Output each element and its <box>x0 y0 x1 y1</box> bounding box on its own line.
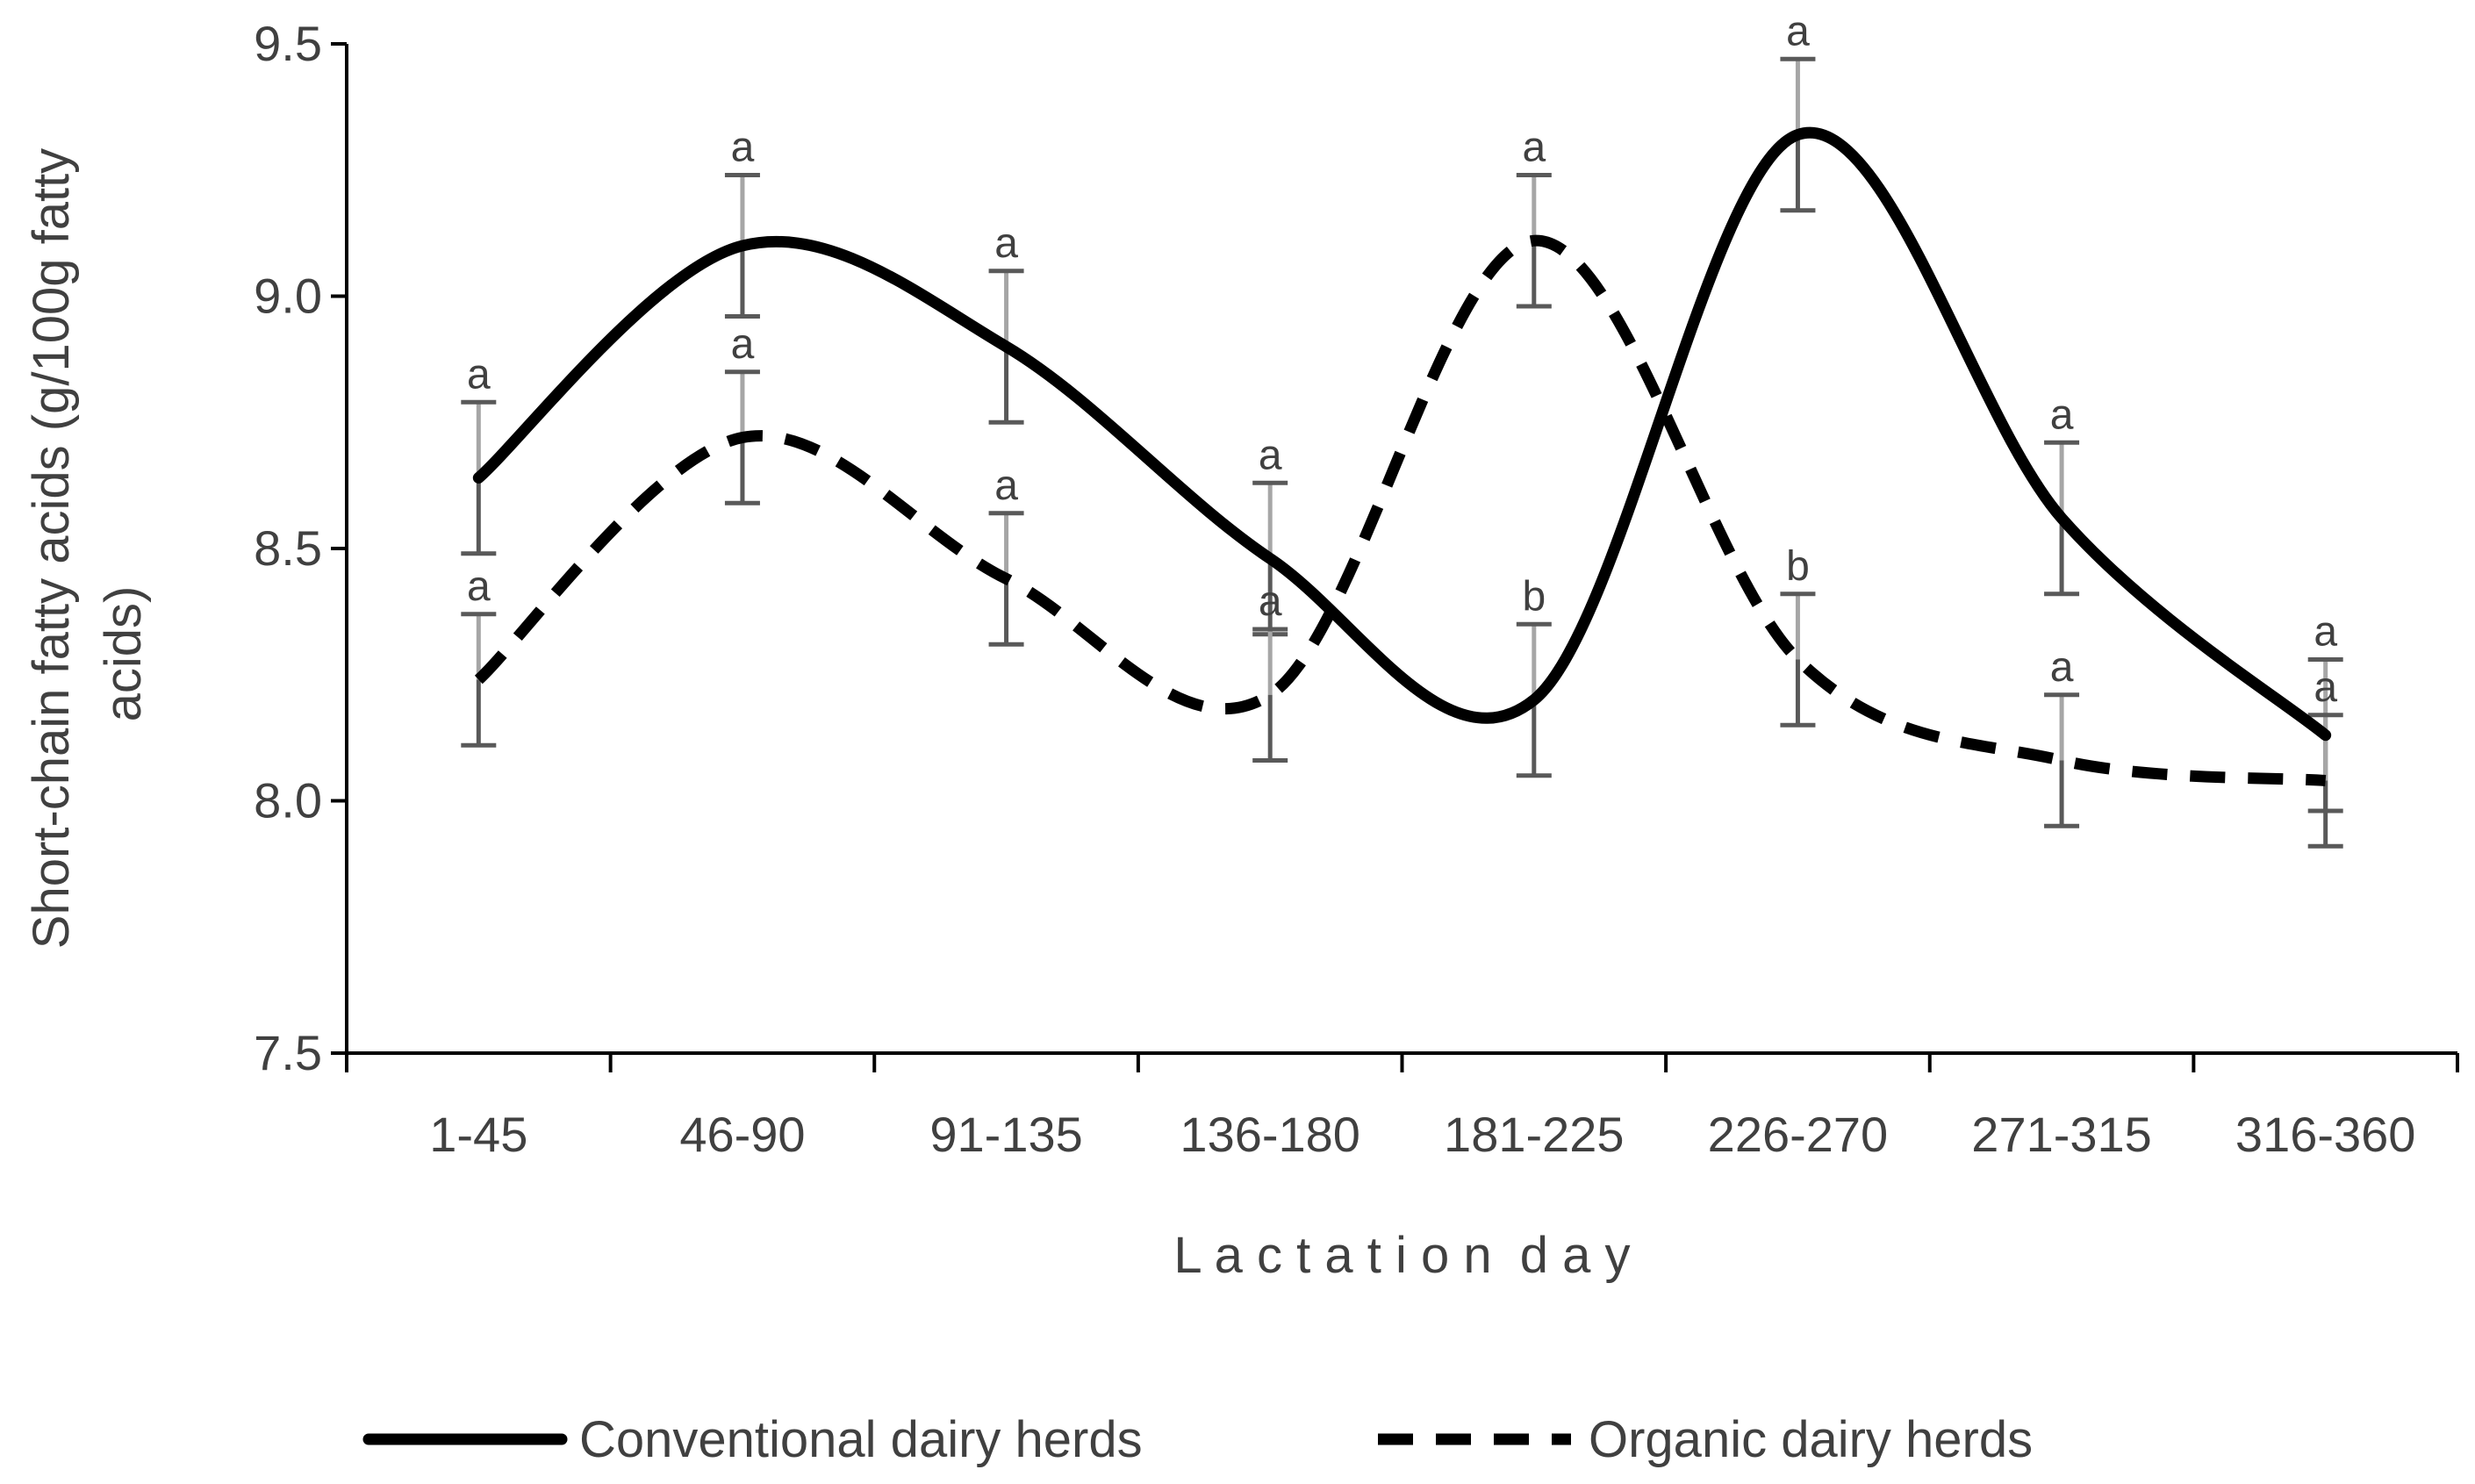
significance-label: a <box>1259 578 1282 625</box>
x-tick-label: 91-135 <box>929 1107 1082 1162</box>
significance-label: b <box>1522 573 1546 620</box>
significance-label: a <box>2050 644 2074 691</box>
x-tick-label: 226-270 <box>1708 1107 1889 1162</box>
series-lines <box>472 126 2332 786</box>
x-tick-label: 136-180 <box>1180 1107 1360 1162</box>
significance-label: a <box>994 220 1018 267</box>
y-axis-title-line-2: acids) <box>95 586 152 722</box>
y-tick-label: 9.5 <box>254 16 322 71</box>
significance-label: a <box>2050 391 2074 438</box>
series-line-conventional <box>472 126 2332 742</box>
x-tick-label: 46-90 <box>679 1107 805 1162</box>
error-bars <box>461 56 2343 849</box>
legend: Conventional dairy herds Organic dairy h… <box>362 1411 2033 1468</box>
y-tick-label: 8.5 <box>254 520 322 576</box>
legend-label-conventional: Conventional dairy herds <box>579 1411 1143 1468</box>
x-tick-label: 181-225 <box>1444 1107 1625 1162</box>
y-axis-title-line-1: Short-chain fatty acids (g/100g fatty <box>23 148 80 949</box>
significance-label: a <box>731 321 755 368</box>
significance-label: a <box>731 125 755 171</box>
significance-label: b <box>1786 543 1810 590</box>
legend-label-organic: Organic dairy herds <box>1589 1411 2033 1468</box>
y-tick-label: 8.0 <box>254 773 322 828</box>
significance-label: a <box>2314 609 2337 656</box>
significance-label: a <box>1522 125 1546 171</box>
x-tick-label: 271-315 <box>1971 1107 2152 1162</box>
axes <box>345 44 2457 1055</box>
y-tick-label: 9.0 <box>254 269 322 324</box>
y-tick-label: 7.5 <box>254 1025 322 1080</box>
x-axis-title: L a c t a t i o n d a y <box>1173 1227 1630 1284</box>
y-axis-ticks: 7.5 8.0 8.5 9.0 9.5 <box>254 16 347 1080</box>
significance-label: a <box>467 351 491 398</box>
x-axis-ticks: 1-45 46-90 91-135 136-180 181-225 226-270 271-… <box>345 1053 2459 1162</box>
significance-label: a <box>1786 8 1810 54</box>
series-line-organic <box>474 234 2327 786</box>
x-tick-label: 316-360 <box>2235 1107 2416 1162</box>
significance-label: a <box>994 462 1018 509</box>
x-tick-label: 1-45 <box>429 1107 527 1162</box>
significance-label: a <box>1259 432 1282 478</box>
significance-label: a <box>467 563 491 610</box>
significance-label: a <box>2314 664 2337 711</box>
